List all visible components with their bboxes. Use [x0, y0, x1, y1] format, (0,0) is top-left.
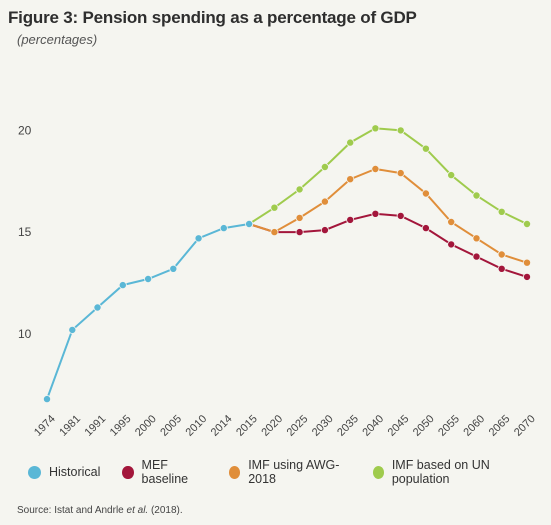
x-tick-label-2070: 2070: [512, 413, 538, 439]
legend-label-mef: MEF baseline: [141, 458, 189, 486]
point-mef-2060: [472, 252, 481, 261]
point-historical-1974: [43, 395, 52, 404]
source-suffix: (2018).: [148, 505, 183, 516]
point-awg-2050: [421, 189, 430, 198]
point-un-2045: [396, 126, 405, 135]
chart-subtitle: (percentages): [17, 32, 98, 47]
point-un-2030: [320, 162, 329, 171]
legend: Historical MEF baseline IMF using AWG-20…: [28, 458, 551, 486]
legend-swatch-awg: [229, 465, 241, 479]
series-line-awg: [248, 167, 528, 264]
legend-swatch-un: [372, 465, 384, 479]
x-tick-label-1991: 1991: [83, 413, 109, 439]
x-tick-label-2014: 2014: [209, 413, 235, 439]
legend-swatch-historical: [28, 465, 41, 479]
x-tick-label-2035: 2035: [335, 413, 361, 439]
point-awg-2055: [447, 217, 456, 226]
legend-item-awg: IMF using AWG-2018: [229, 458, 351, 486]
legend-item-mef: MEF baseline: [122, 458, 207, 486]
point-historical-1995: [118, 281, 127, 290]
legend-label-un: IMF based on UN population: [391, 458, 490, 486]
source-prefix: Source: Istat and Andrle: [17, 505, 127, 516]
point-awg-2060: [472, 234, 481, 243]
point-awg-2040: [371, 164, 380, 173]
point-un-2050: [421, 144, 430, 153]
x-tick-label-2005: 2005: [158, 413, 184, 439]
point-un-2065: [497, 207, 506, 216]
x-tick-label-2045: 2045: [386, 413, 412, 439]
series-line-historical: [46, 223, 250, 400]
point-un-2040: [371, 124, 380, 133]
x-tick-label-2055: 2055: [436, 413, 462, 439]
x-tick-label-2040: 2040: [360, 413, 386, 439]
x-tick-label-2015: 2015: [234, 413, 260, 439]
point-mef-2035: [346, 215, 355, 224]
legend-item-historical: Historical: [28, 465, 100, 479]
point-awg-2035: [346, 175, 355, 184]
legend-label-awg: IMF using AWG-2018: [248, 458, 340, 486]
x-tick-label-2065: 2065: [487, 413, 513, 439]
x-tick-label-1974: 1974: [32, 413, 58, 439]
x-tick-label-2010: 2010: [184, 413, 210, 439]
point-un-2035: [346, 138, 355, 147]
point-awg-2070: [523, 258, 532, 267]
point-mef-2065: [497, 264, 506, 273]
series-line-un: [248, 127, 528, 225]
chart-title: Figure 3: Pension spending as a percenta…: [8, 8, 417, 27]
legend-item-un: IMF based on UN population: [372, 458, 529, 486]
point-historical-2000: [144, 274, 153, 283]
point-awg-2045: [396, 169, 405, 178]
series-line-mef: [248, 212, 528, 278]
point-awg-2020: [270, 228, 279, 237]
source-note: Source: Istat and Andrle et al. (2018).: [17, 505, 183, 516]
legend-label-historical: Historical: [49, 465, 101, 479]
point-mef-2070: [523, 272, 532, 281]
x-tick-label-2030: 2030: [310, 413, 336, 439]
point-awg-2065: [497, 250, 506, 259]
point-mef-2050: [421, 224, 430, 233]
point-awg-2030: [320, 197, 329, 206]
point-mef-2030: [320, 226, 329, 235]
point-mef-2045: [396, 211, 405, 220]
x-tick-label-1995: 1995: [108, 413, 134, 439]
point-un-2020: [270, 203, 279, 212]
point-awg-2025: [295, 213, 304, 222]
point-historical-1991: [93, 303, 102, 312]
point-historical-2015: [245, 219, 254, 228]
x-tick-label-2020: 2020: [259, 413, 285, 439]
x-tick-label-2050: 2050: [411, 413, 437, 439]
source-emph: et al.: [126, 505, 149, 516]
x-tick-label-1981: 1981: [57, 413, 83, 439]
point-historical-2010: [194, 234, 203, 243]
point-un-2025: [295, 185, 304, 194]
point-historical-2005: [169, 264, 178, 273]
y-tick-label-10: 10: [18, 327, 32, 341]
y-tick-label-20: 20: [18, 123, 32, 137]
point-un-2060: [472, 191, 481, 200]
point-historical-1981: [68, 325, 77, 334]
point-un-2055: [447, 171, 456, 180]
x-tick-label-2060: 2060: [461, 413, 487, 439]
point-mef-2025: [295, 228, 304, 237]
point-un-2070: [523, 219, 532, 228]
point-mef-2040: [371, 209, 380, 218]
point-mef-2055: [447, 240, 456, 249]
legend-swatch-mef: [122, 465, 134, 479]
point-historical-2014: [219, 224, 228, 233]
x-tick-label-2000: 2000: [133, 413, 159, 439]
x-tick-label-2025: 2025: [285, 413, 311, 439]
y-tick-label-15: 15: [18, 225, 32, 239]
